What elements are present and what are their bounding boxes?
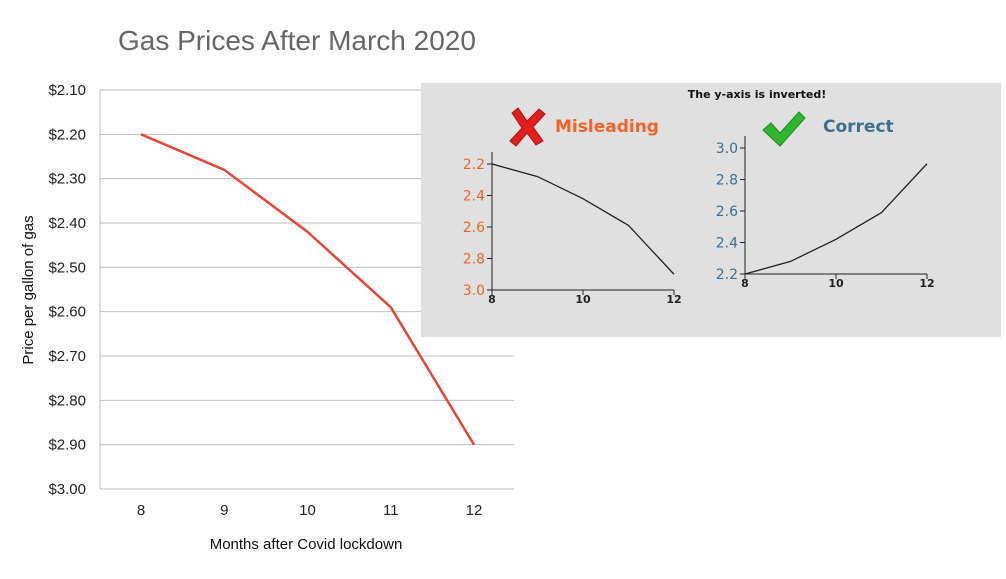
x-tick-label: 8 xyxy=(488,293,496,306)
y-tick-label: 2.8 xyxy=(716,173,738,189)
x-tick-label: 12 xyxy=(466,502,483,519)
y-tick-label: $2.10 xyxy=(48,82,86,99)
x-tick-label: 11 xyxy=(383,502,399,519)
y-tick-label: 2.8 xyxy=(463,252,485,268)
inset-panel: The y-axis is inverted! Misleading Corre… xyxy=(421,83,1001,337)
y-tick-label: 3.0 xyxy=(463,283,485,299)
main-chart: Gas Prices After March 2020 $2.10$2.20$2… xyxy=(20,25,514,553)
y-tick-label: $2.70 xyxy=(48,348,86,365)
red-cross-icon xyxy=(509,107,546,147)
y-tick-label: $2.80 xyxy=(48,392,86,409)
main-series xyxy=(140,133,476,446)
y-tick-label: 2.2 xyxy=(463,157,485,173)
y-tick-label: $2.50 xyxy=(48,259,86,276)
misleading-heading: Misleading xyxy=(555,117,659,137)
x-tick-label: 8 xyxy=(741,277,749,290)
correct-chart: 2.2 2.4 2.6 2.8 3.0 8 10 12 xyxy=(716,136,935,290)
x-tick-label: 10 xyxy=(299,502,316,519)
x-tick-label: 8 xyxy=(137,502,145,519)
y-tick-label: $2.40 xyxy=(48,215,86,232)
x-tick-label: 10 xyxy=(575,293,591,306)
y-tick-label: $3.00 xyxy=(48,481,86,498)
y-tick-label: $2.30 xyxy=(48,171,86,188)
y-tick-label: $2.90 xyxy=(48,437,86,454)
x-axis-label: Months after Covid lockdown xyxy=(210,536,403,553)
y-tick-label: 2.6 xyxy=(463,220,485,236)
y-tick-label: 2.4 xyxy=(463,189,485,205)
y-tick-label: $2.20 xyxy=(48,126,86,143)
y-tick-label: 3.0 xyxy=(716,141,738,157)
main-y-tick-labels: $2.10 $2.20 $2.30 $2.40 $2.50 $2.60 $2.70 $2.80… xyxy=(48,82,86,498)
y-tick-label: $2.60 xyxy=(48,304,86,321)
series-line xyxy=(491,163,675,275)
main-x-tick-labels: 8 9 10 11 12 xyxy=(137,502,483,519)
y-tick-label: 2.6 xyxy=(716,204,738,220)
green-check-icon xyxy=(762,111,806,147)
inset-background xyxy=(421,83,1001,337)
y-tick-label: 2.4 xyxy=(716,236,738,252)
y-tick-label: 2.2 xyxy=(716,267,738,283)
inset-note: The y-axis is inverted! xyxy=(688,88,826,101)
x-tick-label: 12 xyxy=(919,277,934,290)
y-axis-label: Price per gallon of gas xyxy=(20,215,37,364)
series-line xyxy=(744,163,928,275)
x-tick-label: 10 xyxy=(828,277,844,290)
misleading-chart: 2.2 2.4 2.6 2.8 3.08 10 12 xyxy=(463,152,682,306)
main-gridlines xyxy=(99,89,514,490)
x-tick-label: 9 xyxy=(220,502,228,519)
chart-title: Gas Prices After March 2020 xyxy=(118,25,476,56)
x-tick-label: 12 xyxy=(666,293,681,306)
correct-heading: Correct xyxy=(823,117,894,137)
